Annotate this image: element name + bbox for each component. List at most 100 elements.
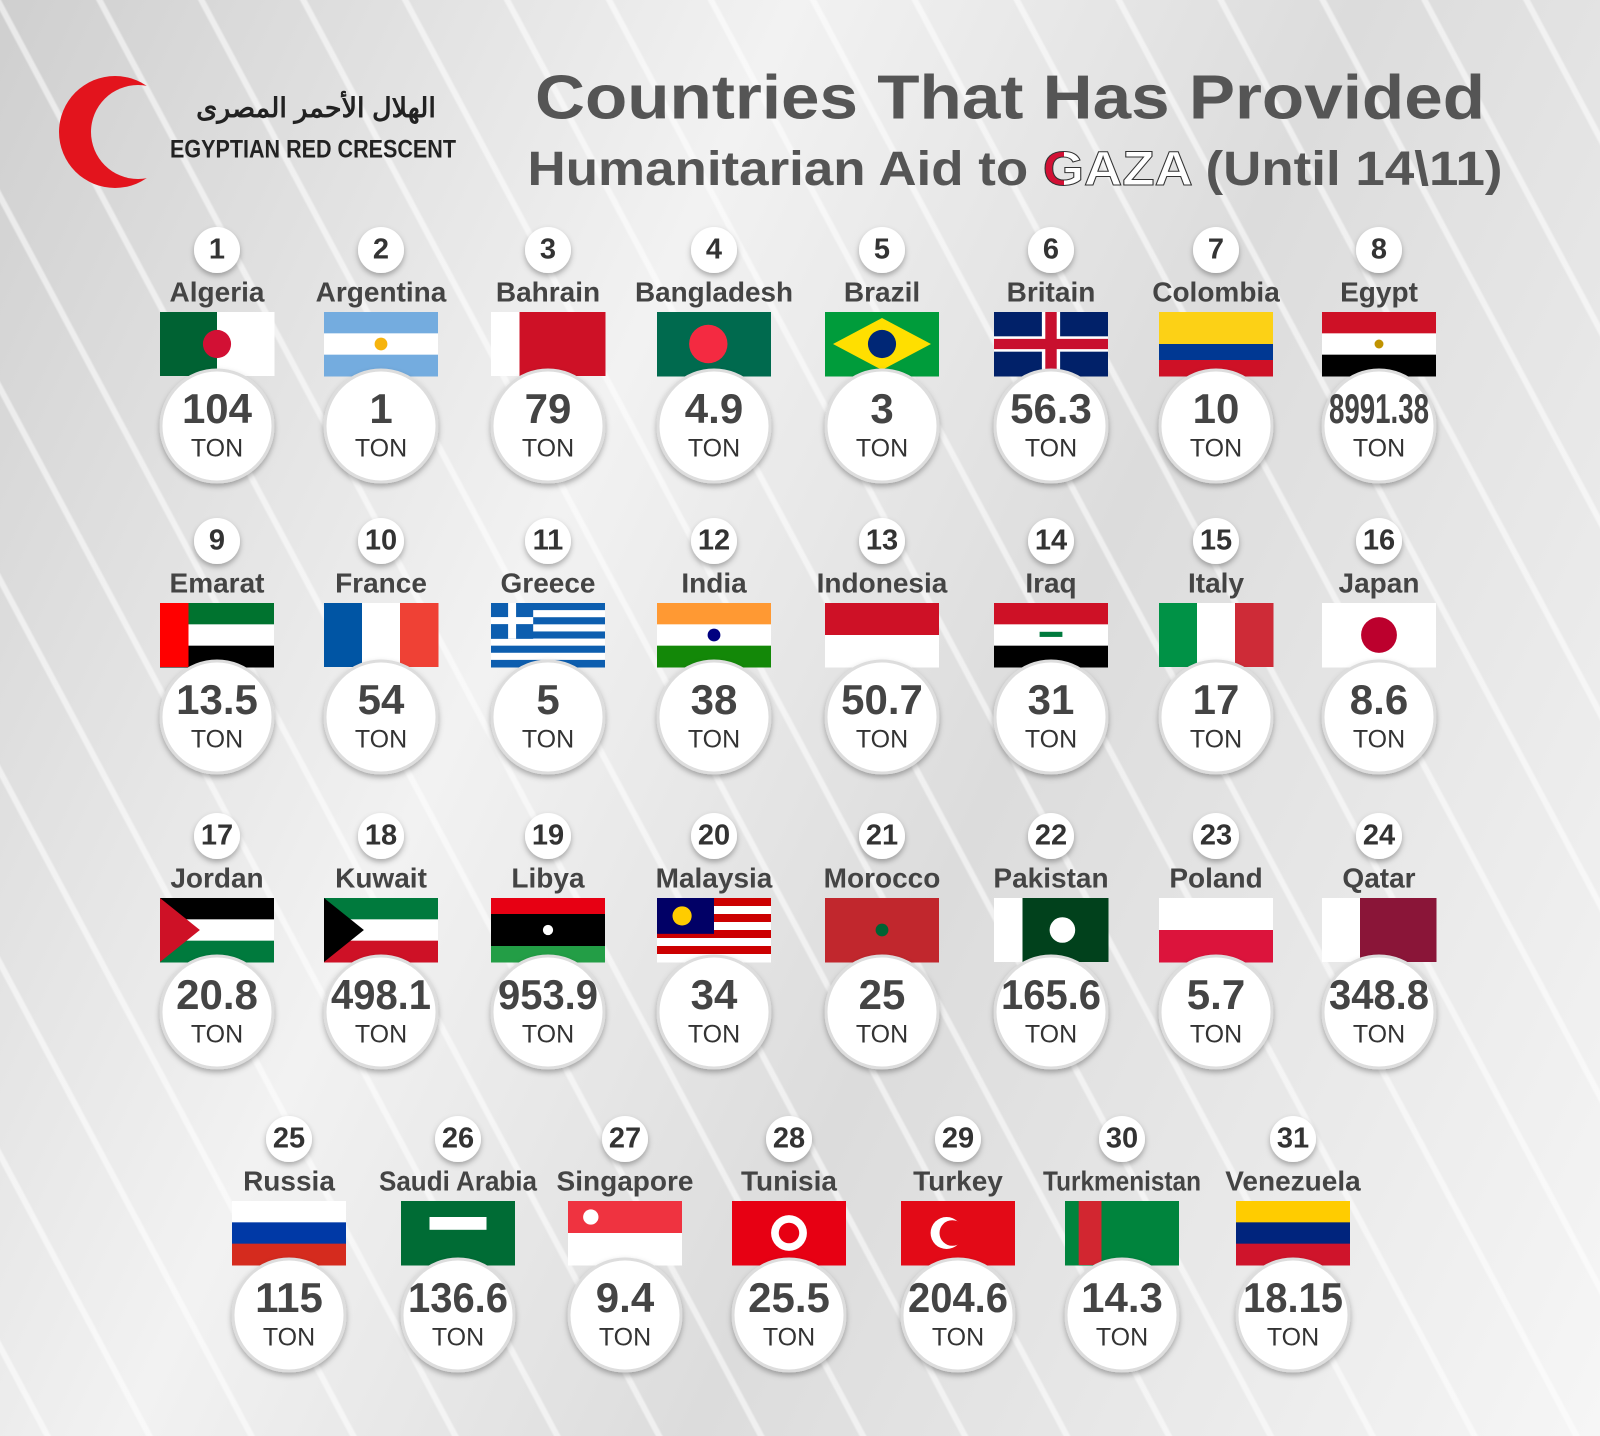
flag: [1236, 1201, 1350, 1266]
amount: 4.9: [685, 385, 743, 432]
unit: TON: [856, 1021, 908, 1049]
amount: 79: [525, 385, 572, 432]
flag: [324, 898, 438, 963]
amount-badge: [656, 659, 772, 775]
rank: 26: [442, 1123, 474, 1155]
amount: 1: [369, 385, 392, 432]
amount-badge: [1158, 659, 1274, 775]
flag-emblem: [875, 923, 889, 937]
unit: TON: [522, 1021, 574, 1049]
flag-stripe: [994, 645, 1108, 668]
country-name: Algeria: [170, 276, 265, 307]
rank: 17: [201, 820, 233, 852]
amount-badge: [323, 954, 439, 1070]
flag-stripe: [491, 624, 605, 632]
country-name: Britain: [1007, 276, 1096, 307]
country-name: Jordan: [170, 862, 263, 893]
flag-stripe: [491, 652, 605, 661]
rank-badge: [1028, 518, 1074, 564]
flag-emblem: [1049, 917, 1076, 943]
amount-badge: [1321, 954, 1437, 1070]
amount-badge: [900, 1257, 1016, 1373]
rank-badge: [525, 518, 571, 564]
country-name: Bahrain: [496, 276, 600, 307]
rank-badge: [358, 518, 404, 564]
amount-badge: [993, 954, 1109, 1070]
country-name: India: [681, 567, 747, 598]
country-name: Bangladesh: [635, 276, 793, 307]
country-name: Argentina: [316, 276, 447, 307]
flag-stripe: [324, 354, 438, 377]
rank: 21: [866, 820, 898, 852]
flag-stripe: [491, 645, 605, 654]
flag-stripe: [491, 610, 605, 618]
country-name: Saudi Arabia: [379, 1165, 537, 1196]
amount-badge: [159, 659, 275, 775]
flag-stripe: [324, 603, 363, 667]
rank-badge: [935, 1116, 981, 1162]
flag-stripe: [657, 938, 771, 947]
amount-badge: [731, 1257, 847, 1373]
unit: TON: [1353, 726, 1405, 754]
rank-badge: [1356, 518, 1402, 564]
country-name: Qatar: [1342, 862, 1415, 893]
rank: 4: [706, 234, 722, 266]
unit: TON: [191, 1021, 243, 1049]
crescent-logo: [59, 76, 171, 188]
flag: [568, 1201, 682, 1266]
flag-emblem: [1078, 1201, 1102, 1265]
unit: TON: [932, 1324, 984, 1352]
amount-badge: [656, 954, 772, 1070]
amount: 10: [1193, 385, 1240, 432]
unit: TON: [1025, 435, 1077, 463]
flag-stripe: [491, 312, 520, 376]
country-name: Libya: [511, 862, 585, 893]
flag: [1065, 1201, 1179, 1266]
flag-stripe: [160, 898, 274, 920]
unit: TON: [432, 1324, 484, 1352]
rank: 19: [532, 820, 564, 852]
amount: 20.8: [176, 971, 258, 1018]
flag-stripe: [160, 940, 274, 963]
amount: 348.8: [1329, 971, 1429, 1018]
unit: TON: [1096, 1324, 1148, 1352]
rank-badge: [1099, 1116, 1145, 1162]
rank: 2: [373, 234, 389, 266]
rank: 1: [209, 234, 225, 266]
flag-stripe: [232, 1201, 346, 1223]
flag: [491, 603, 605, 668]
rank: 8: [1371, 234, 1387, 266]
rank-badge: [1270, 1116, 1316, 1162]
amount-badge: [567, 1257, 683, 1373]
rank: 16: [1363, 525, 1395, 557]
amount: 38: [691, 676, 738, 723]
unit: TON: [355, 1021, 407, 1049]
country-name: Colombia: [1152, 276, 1280, 307]
rank: 11: [533, 525, 564, 557]
amount-badge: [490, 368, 606, 484]
amount-badge: [993, 659, 1109, 775]
flag-stripe: [400, 603, 439, 667]
amount-badge: [1235, 1257, 1351, 1373]
gaza-highlight: GAZA: [1043, 143, 1192, 196]
country-name: Italy: [1188, 567, 1244, 598]
flag: [994, 603, 1108, 668]
unit: TON: [355, 726, 407, 754]
unit: TON: [763, 1324, 815, 1352]
country-name: Greece: [501, 567, 596, 598]
flag-stripe: [1236, 1222, 1350, 1245]
flag-stripe: [1022, 898, 1052, 962]
rank: 14: [1035, 525, 1067, 557]
flag-emblem: [429, 1217, 487, 1230]
country-name: Singapore: [557, 1165, 694, 1196]
country-name: Morocco: [824, 862, 941, 893]
amount: 115: [255, 1274, 323, 1321]
flag: [901, 1201, 1015, 1266]
amount-badge: [824, 659, 940, 775]
rank: 20: [698, 820, 730, 852]
country-name: Iraq: [1025, 567, 1076, 598]
unit: TON: [1025, 1021, 1077, 1049]
flag-stripe: [1159, 603, 1198, 667]
